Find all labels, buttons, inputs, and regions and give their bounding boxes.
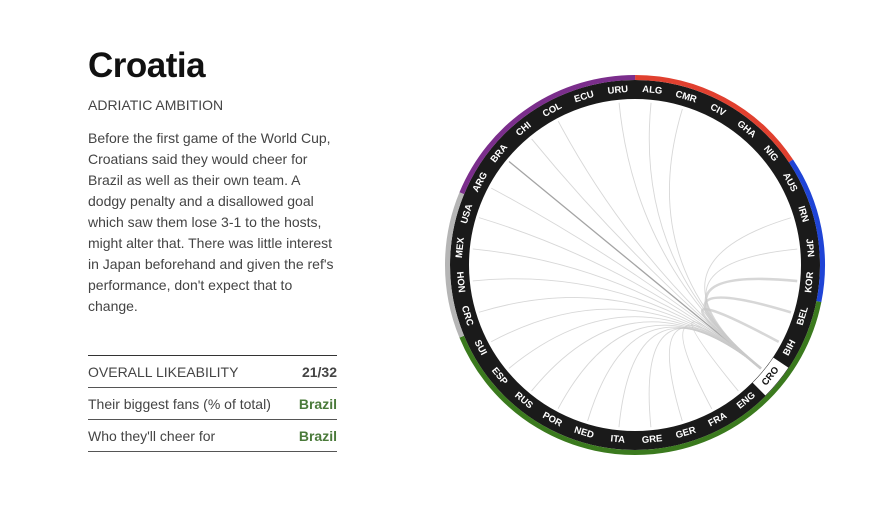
confederation-arc-1 — [788, 159, 825, 303]
country-panel: Croatia ADRIATIC AMBITION Before the fir… — [88, 44, 338, 317]
country-title: Croatia — [88, 46, 206, 85]
chord-mex — [472, 248, 762, 369]
team-label-kor[interactable]: KOR — [803, 271, 816, 293]
country-tagline: ADRIATIC AMBITION — [88, 97, 224, 113]
confederation-arc-3 — [445, 192, 465, 338]
team-label-ita[interactable]: ITA — [610, 433, 626, 445]
stat-row-biggest-fans: Their biggest fans (% of total) Brazil — [88, 388, 337, 420]
confederation-arc-4 — [459, 75, 636, 195]
stat-row-cheer-for: Who they'll cheer for Brazil — [88, 420, 337, 452]
confederation-arc-2 — [459, 301, 822, 455]
stat-value-cheer-for[interactable]: Brazil — [298, 427, 337, 444]
chord-cmr — [668, 108, 762, 369]
stat-label-biggest-fans: Their biggest fans (% of total) — [88, 395, 271, 412]
stat-row-likeability: OVERALL LIKEABILITY 21/32 — [88, 356, 337, 388]
team-label-mex[interactable]: MEX — [454, 236, 467, 258]
team-label-bel[interactable]: BEL — [795, 305, 811, 327]
team-ring — [450, 80, 820, 450]
team-label-gre[interactable]: GRE — [641, 433, 663, 446]
team-label-irn[interactable]: IRN — [795, 205, 810, 224]
team-label-alg[interactable]: ALG — [642, 84, 663, 97]
team-label-uru[interactable]: URU — [607, 84, 629, 97]
chord-irn — [704, 217, 792, 369]
chord-diagram: URU ALG CMRCIVGHANIGAUSIRNJPNKORBELBIHCROE… — [445, 75, 825, 455]
team-label-hon[interactable]: HON — [454, 271, 467, 293]
chord-uru — [618, 102, 762, 369]
confederation-arc-0 — [635, 75, 794, 163]
stats-table: OVERALL LIKEABILITY 21/32 Their biggest … — [88, 355, 337, 452]
stat-label-likeability: OVERALL LIKEABILITY — [88, 363, 239, 380]
stat-label-cheer-for: Who they'll cheer for — [88, 427, 216, 444]
stat-value-biggest-fans[interactable]: Brazil — [298, 395, 337, 412]
country-description: Before the first game of the World Cup, … — [88, 130, 334, 314]
chord-por — [557, 324, 762, 409]
stat-value-likeability: 21/32 — [301, 363, 337, 380]
selected-team-segment — [752, 357, 789, 396]
chord-fra — [682, 324, 762, 410]
team-label-jpn[interactable]: JPN — [803, 238, 816, 258]
chord-alg — [648, 102, 762, 369]
